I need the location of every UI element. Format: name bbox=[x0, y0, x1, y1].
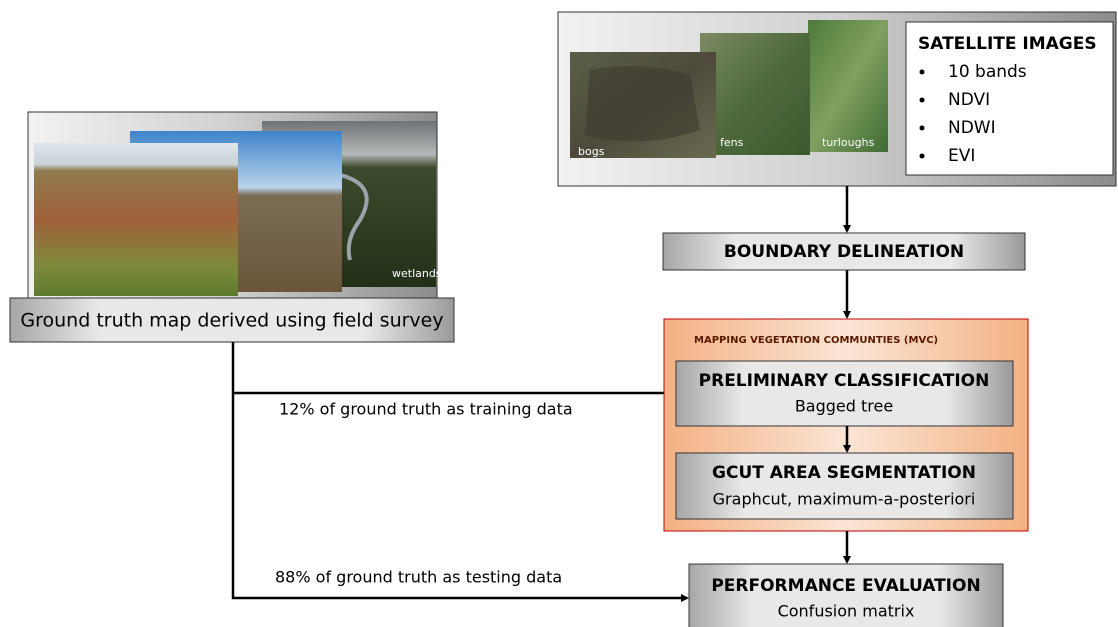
bullet-text: NDVI bbox=[948, 90, 990, 110]
process-subtitle: Confusion matrix bbox=[778, 602, 915, 621]
process-title: PERFORMANCE EVALUATION bbox=[711, 576, 980, 596]
bullet-text: EVI bbox=[948, 146, 975, 166]
field-photo bbox=[34, 143, 238, 296]
bullet bbox=[920, 98, 925, 103]
edge-label: 88% of ground truth as testing data bbox=[275, 568, 562, 587]
edge-label: 12% of ground truth as training data bbox=[279, 400, 573, 419]
bullet-text: NDWI bbox=[948, 118, 996, 138]
diagram: bogs fens turloughs SATELLITE IMAGES 10 … bbox=[0, 0, 1118, 627]
process-subtitle: Bagged tree bbox=[795, 397, 893, 416]
arrow bbox=[233, 342, 687, 598]
image-label: wetlands bbox=[392, 267, 442, 280]
group-title: MAPPING VEGETATION COMMUNTIES (MVC) bbox=[694, 335, 938, 346]
bullet bbox=[920, 70, 925, 75]
bullet bbox=[920, 154, 925, 159]
ground-truth-label: Ground truth map derived using field sur… bbox=[20, 310, 443, 332]
bands-title: SATELLITE IMAGES bbox=[918, 34, 1097, 54]
satellite-image bbox=[808, 20, 888, 152]
process-title: BOUNDARY DELINEATION bbox=[724, 242, 964, 262]
image-texture bbox=[585, 66, 700, 141]
process-title: GCUT AREA SEGMENTATION bbox=[712, 463, 976, 483]
bullet-text: 10 bands bbox=[948, 62, 1027, 82]
bullet bbox=[920, 126, 925, 131]
image-label: fens bbox=[720, 136, 744, 149]
process-title: PRELIMINARY CLASSIFICATION bbox=[699, 371, 990, 391]
process-subtitle: Graphcut, maximum-a-posteriori bbox=[713, 490, 976, 509]
satellite-image bbox=[700, 33, 810, 155]
image-label: bogs bbox=[578, 145, 605, 158]
image-label: turloughs bbox=[822, 136, 875, 149]
